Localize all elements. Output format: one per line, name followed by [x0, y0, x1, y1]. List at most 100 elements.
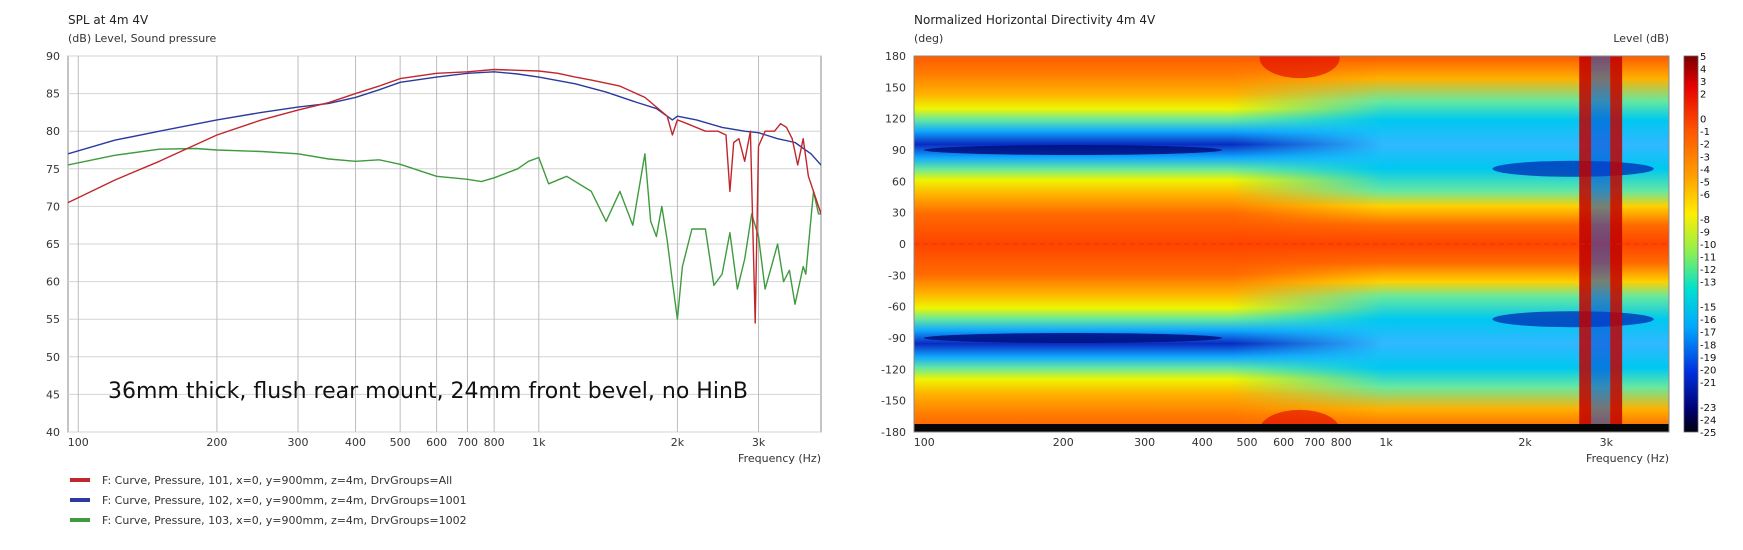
colorbar-tick-label: -4 — [1700, 165, 1710, 176]
spl-y-tick-label: 55 — [46, 313, 60, 326]
directivity-y-tick-label: 180 — [885, 50, 906, 63]
directivity-y-axis-label: (deg) — [914, 32, 943, 45]
spl-legend: F: Curve, Pressure, 101, x=0, y=900mm, z… — [70, 474, 467, 527]
hot-spot — [1259, 56, 1340, 79]
spl-y-tick-label: 75 — [46, 163, 60, 176]
directivity-x-tick-label: 200 — [1053, 436, 1074, 449]
spl-legend-entry: F: Curve, Pressure, 101, x=0, y=900mm, z… — [70, 474, 452, 487]
directivity-heatmap — [914, 56, 1669, 432]
directivity-x-axis-label: Frequency (Hz) — [1586, 452, 1669, 465]
colorbar-tick-label: -21 — [1700, 378, 1716, 389]
colorbar-tick-label: -19 — [1700, 353, 1716, 364]
directivity-y-tick-label: 120 — [885, 113, 906, 126]
colorbar-tick-label: -5 — [1700, 177, 1710, 188]
colorbar-tick-label: -8 — [1700, 215, 1710, 226]
directivity-y-tick-label: -60 — [888, 301, 906, 314]
colorbar-tick-label: -3 — [1700, 152, 1710, 163]
spl-chart: SPL at 4m 4V (dB) Level, Sound pressure … — [46, 13, 822, 527]
spl-x-tick-label: 300 — [287, 436, 308, 449]
spl-chart-y-unit-label: (dB) Level, Sound pressure — [68, 32, 217, 45]
colorbar-tick-label: 0 — [1700, 115, 1706, 126]
colorbar-tick-label: -17 — [1700, 328, 1716, 339]
colorbar-tick-label: -9 — [1700, 227, 1710, 238]
spl-legend-label: F: Curve, Pressure, 101, x=0, y=900mm, z… — [102, 474, 452, 487]
spl-series-line-3 — [68, 147, 821, 320]
colorbar-tick-label: 3 — [1700, 77, 1706, 88]
directivity-x-tick-label: 300 — [1134, 436, 1155, 449]
colorbar-tick-label: -23 — [1700, 403, 1716, 414]
directivity-y-tick-label: 60 — [892, 175, 906, 188]
directivity-y-tick-label: 150 — [885, 81, 906, 94]
colorbar-tick-label: 4 — [1700, 65, 1706, 76]
colorbar-tick-label: 2 — [1700, 90, 1706, 101]
spl-legend-entry: F: Curve, Pressure, 102, x=0, y=900mm, z… — [70, 494, 467, 507]
directivity-y-tick-label: -150 — [881, 395, 906, 408]
spl-y-tick-label: 80 — [46, 125, 60, 138]
spl-x-tick-label: 600 — [426, 436, 447, 449]
directivity-x-tick-label: 500 — [1237, 436, 1258, 449]
colorbar-tick-label: -11 — [1700, 253, 1716, 264]
spl-chart-title: SPL at 4m 4V — [68, 13, 149, 27]
spl-y-tick-label: 90 — [46, 50, 60, 63]
spl-grid — [68, 55, 821, 433]
colorbar-tick-label: -20 — [1700, 365, 1716, 376]
spl-y-tick-label: 50 — [46, 351, 60, 364]
heatmap-bottom-band — [914, 424, 1669, 432]
spl-legend-label: F: Curve, Pressure, 103, x=0, y=900mm, z… — [102, 514, 467, 527]
colorbar-tick-labels: 5 43 2 0-1 -2-3 -4-5 -6 -8-9 -10 -11-12 -13 -15-16 -… — [1700, 52, 1716, 439]
hf-null-patch — [1492, 160, 1654, 177]
spl-y-tick-label: 70 — [46, 200, 60, 213]
colorbar-tick-label: -2 — [1700, 140, 1710, 151]
directivity-x-tick-label: 3k — [1600, 436, 1614, 449]
spl-x-tick-label: 400 — [345, 436, 366, 449]
directivity-y-tick-labels: 180 150 120 90 60 30 0 -30 -60 -90 -120 -150 -180 — [881, 50, 906, 439]
directivity-chart: Normalized Horizontal Directivity 4m 4V … — [881, 13, 1716, 465]
directivity-x-tick-label: 400 — [1192, 436, 1213, 449]
colorbar-tick-label: -15 — [1700, 303, 1716, 314]
colorbar-label: Level (dB) — [1613, 32, 1669, 45]
directivity-y-tick-label: -90 — [888, 332, 906, 345]
null-band — [923, 145, 1223, 155]
spl-x-tick-labels: 100 200 300 400 500 600 700 800 1k 2k 3k — [68, 436, 766, 449]
colorbar-tick-label: -12 — [1700, 265, 1716, 276]
directivity-x-tick-labels: 100 200 300 400 500 600 700 800 1k 2k 3k — [914, 436, 1614, 449]
directivity-y-tick-label: -120 — [881, 363, 906, 376]
directivity-x-tick-label: 100 — [914, 436, 935, 449]
directivity-y-tick-label: 0 — [899, 238, 906, 251]
directivity-x-tick-label: 800 — [1331, 436, 1352, 449]
spl-y-tick-label: 60 — [46, 276, 60, 289]
spl-series-line-1 — [68, 68, 821, 324]
directivity-y-tick-label: 90 — [892, 144, 906, 157]
spl-annotation: 36mm thick, flush rear mount, 24mm front… — [108, 379, 748, 404]
colorbar — [1683, 55, 1699, 433]
directivity-y-tick-label: -30 — [888, 269, 906, 282]
colorbar-tick-label: -18 — [1700, 340, 1716, 351]
spl-x-tick-label: 500 — [390, 436, 411, 449]
spl-y-tick-label: 40 — [46, 426, 60, 439]
spl-x-axis-label: Frequency (Hz) — [738, 452, 821, 465]
vertical-lobe — [1579, 56, 1592, 432]
spl-y-tick-label: 45 — [46, 388, 60, 401]
colorbar-tick-label: -10 — [1700, 240, 1716, 251]
colorbar-tick-label: -25 — [1700, 428, 1716, 439]
spl-y-tick-labels: 40 45 50 55 60 65 70 75 80 85 90 — [46, 50, 60, 439]
spl-x-tick-label: 2k — [671, 436, 685, 449]
colorbar-tick-label: -16 — [1700, 315, 1716, 326]
spl-x-tick-label: 1k — [532, 436, 546, 449]
hf-null-patch — [1492, 311, 1654, 328]
directivity-x-tick-label: 600 — [1273, 436, 1294, 449]
heatmap-high-freq-field — [914, 56, 1669, 432]
colorbar-tick-label: -13 — [1700, 278, 1716, 289]
spl-legend-label: F: Curve, Pressure, 102, x=0, y=900mm, z… — [102, 494, 467, 507]
directivity-chart-title: Normalized Horizontal Directivity 4m 4V — [914, 13, 1156, 27]
directivity-x-tick-label: 700 — [1304, 436, 1325, 449]
spl-x-tick-label: 800 — [484, 436, 505, 449]
directivity-x-tick-label: 2k — [1518, 436, 1532, 449]
directivity-y-tick-label: 30 — [892, 207, 906, 220]
spl-series-group — [68, 68, 821, 324]
spl-y-tick-label: 65 — [46, 238, 60, 251]
spl-x-tick-label: 700 — [457, 436, 478, 449]
colorbar-tick-label: -6 — [1700, 190, 1710, 201]
colorbar-tick-label: -24 — [1700, 415, 1716, 426]
